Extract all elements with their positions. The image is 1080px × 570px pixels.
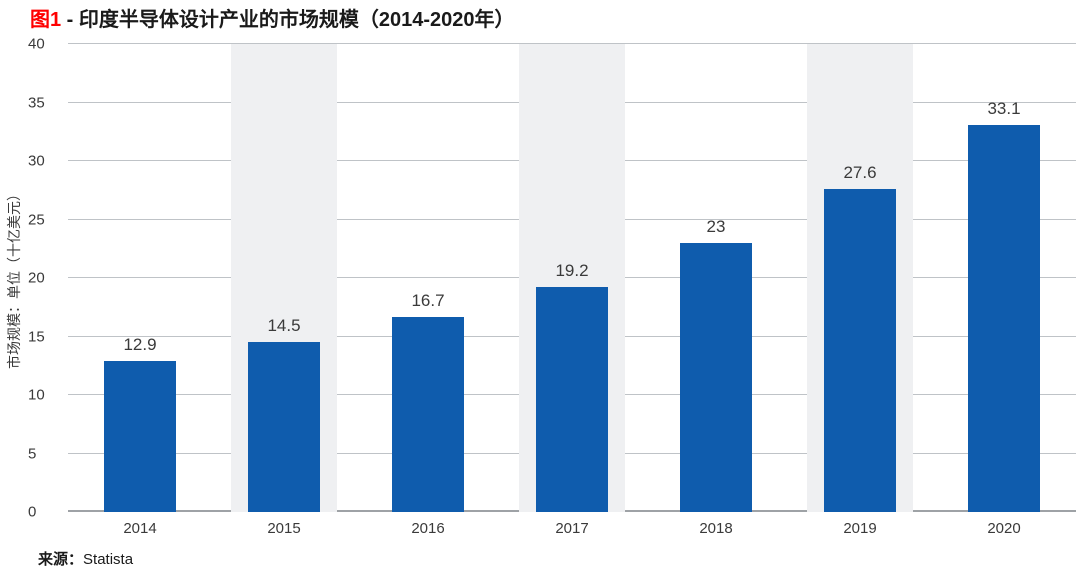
x-tick-label: 2014 xyxy=(123,520,157,537)
y-tick-label: 25 xyxy=(28,211,45,228)
y-tick-label: 10 xyxy=(28,386,45,404)
bar-2018 xyxy=(680,242,752,512)
bar-column: 14.5 xyxy=(212,44,356,512)
bar-2016 xyxy=(392,316,464,512)
x-tick-label: 2016 xyxy=(411,520,445,537)
bar-2014 xyxy=(104,361,176,512)
y-tick-label: 0 xyxy=(28,503,37,521)
figure-number: 图1 xyxy=(30,9,62,31)
plot-area: 12.9 14.5 16.7 19.2 23 27.6 33.1 xyxy=(68,43,1076,512)
bar-column: 27.6 xyxy=(788,44,932,512)
bar-value-label: 16.7 xyxy=(411,290,445,310)
bar-2015 xyxy=(248,342,320,512)
y-tick-label: 30 xyxy=(28,152,45,170)
source-line: 来源：Statista xyxy=(38,548,133,569)
x-tick-label: 2018 xyxy=(699,520,733,537)
x-tick-label: 2019 xyxy=(843,520,877,537)
x-tick-label: 2015 xyxy=(267,520,301,537)
bar-column: 12.9 xyxy=(68,44,212,512)
y-axis: 0 5 10 15 20 25 30 35 40 xyxy=(0,37,66,520)
y-tick-label: 40 xyxy=(28,35,45,53)
chart-title-text: - 印度半导体设计产业的市场规模（2014-2020年） xyxy=(61,9,515,31)
bar-2020 xyxy=(968,124,1040,512)
x-tick-label: 2020 xyxy=(987,520,1021,537)
bar-value-label: 19.2 xyxy=(555,261,589,281)
bar-value-label: 12.9 xyxy=(123,335,157,355)
bar-column: 19.2 xyxy=(500,44,644,512)
chart-area: 市场规模：单位（十亿美元） 0 5 10 15 20 25 30 35 40 12.9 14.5 1… xyxy=(0,37,1080,520)
bar-column: 16.7 xyxy=(356,44,500,512)
gridline xyxy=(68,43,1076,44)
x-axis-labels: 2014 2015 2016 2017 2018 2019 2020 xyxy=(68,520,1076,537)
bar-value-label: 14.5 xyxy=(267,316,301,336)
source-value: Statista xyxy=(83,551,134,568)
y-tick-label: 5 xyxy=(28,445,37,462)
bar-column: 33.1 xyxy=(932,44,1076,512)
y-tick-label: 15 xyxy=(28,328,45,345)
source-label: 来源： xyxy=(38,551,84,568)
x-tick-label: 2017 xyxy=(555,520,589,537)
bar-column: 23 xyxy=(644,44,788,512)
bar-2017 xyxy=(536,287,608,512)
y-tick-label: 20 xyxy=(28,269,45,287)
bar-2019 xyxy=(824,189,896,512)
bar-value-label: 23 xyxy=(706,216,726,236)
bar-value-label: 27.6 xyxy=(843,163,877,183)
bar-value-label: 33.1 xyxy=(987,98,1021,118)
chart-title: 图1 - 印度半导体设计产业的市场规模（2014-2020年） xyxy=(0,0,1080,32)
y-tick-label: 35 xyxy=(28,94,45,111)
